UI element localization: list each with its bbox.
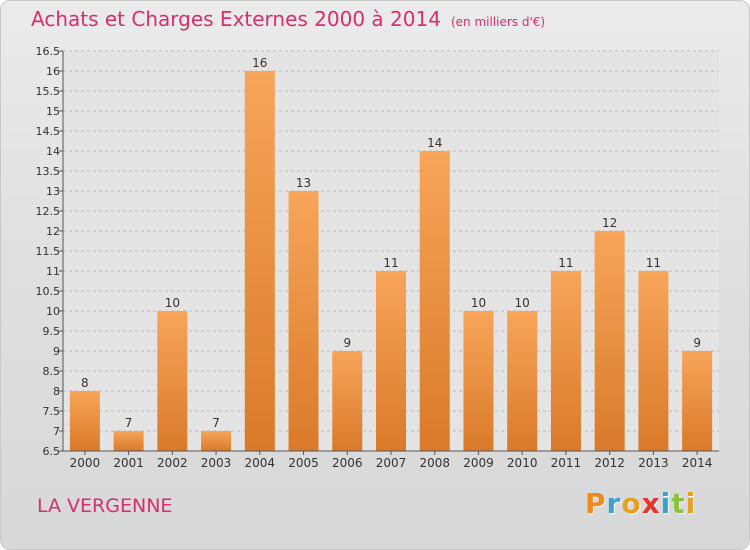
y-tick-label: 7.5 [43,405,61,418]
proxiti-logo[interactable]: Proxiti [585,487,696,520]
y-tick-label: 11 [46,265,60,278]
y-tick-label: 16 [46,65,60,78]
x-tick-label: 2007 [376,456,407,470]
y-tick-label: 10.5 [36,285,61,298]
x-tick-label: 2006 [332,456,363,470]
y-tick-label: 8 [53,385,60,398]
bar [594,231,625,451]
bar [507,311,538,451]
x-tick-label: 2008 [419,456,450,470]
bar [157,311,188,451]
bar [463,311,494,451]
x-tick-label: 2002 [157,456,188,470]
bar-value-label: 10 [165,296,180,310]
bar [288,191,319,451]
bar-value-label: 11 [558,256,573,270]
x-tick-label: 2003 [201,456,232,470]
chart-title-unit: (en milliers d'€) [450,15,546,29]
logo-letter: t [671,487,686,520]
logo-letter: x [641,487,661,520]
x-tick-label: 2011 [551,456,582,470]
bar [376,271,406,451]
bar [638,271,669,451]
logo-letter: r [606,487,622,520]
bar-value-label: 11 [646,256,661,270]
logo-letter: o [621,487,642,520]
bar-value-label: 10 [471,296,486,310]
y-tick-label: 13 [46,185,60,198]
bar [69,391,100,451]
bar [201,431,232,451]
logo-letter: i [685,487,697,520]
bar-value-label: 13 [296,176,311,190]
bar-value-label: 11 [383,256,398,270]
bar [244,71,275,451]
bar [550,271,581,451]
chart-title-text: Achats et Charges Externes 2000 à 2014 [31,7,441,31]
bar-value-label: 12 [602,216,617,230]
y-tick-label: 9.5 [43,325,61,338]
y-tick-label: 12 [46,225,60,238]
y-tick-label: 16.5 [36,45,61,58]
bar-value-label: 10 [515,296,530,310]
bar [682,351,713,451]
bar-value-label: 7 [212,416,220,430]
y-tick-label: 15 [46,105,60,118]
x-tick-label: 2004 [245,456,276,470]
x-tick-label: 2000 [70,456,101,470]
bar [332,351,363,451]
y-tick-label: 13.5 [36,165,61,178]
y-tick-label: 12.5 [36,205,61,218]
bar-value-label: 8 [81,376,89,390]
x-tick-label: 2010 [507,456,538,470]
x-tick-label: 2013 [638,456,669,470]
x-tick-label: 2005 [288,456,319,470]
y-tick-label: 6.5 [43,445,61,458]
x-tick-label: 2012 [594,456,625,470]
bar-value-label: 9 [343,336,351,350]
y-tick-label: 10 [46,305,60,318]
y-tick-label: 11.5 [36,245,61,258]
x-tick-label: 2009 [463,456,494,470]
x-tick-label: 2001 [113,456,144,470]
bar-value-label: 16 [252,56,267,70]
bar-value-label: 14 [427,136,442,150]
bar-value-label: 9 [693,336,701,350]
chart-title: Achats et Charges Externes 2000 à 2014 (e… [31,7,545,31]
y-tick-label: 14.5 [36,125,61,138]
bar [419,151,450,451]
commune-name: LA VERGENNE [37,495,173,517]
logo-letter: P [585,487,607,520]
y-tick-label: 8.5 [43,365,61,378]
y-tick-label: 14 [46,145,60,158]
y-tick-label: 15.5 [36,85,61,98]
logo-letter: i [660,487,672,520]
y-tick-label: 7 [53,425,60,438]
bar-value-label: 7 [125,416,133,430]
y-tick-label: 9 [53,345,60,358]
bar [113,431,144,451]
x-tick-label: 2014 [682,456,713,470]
